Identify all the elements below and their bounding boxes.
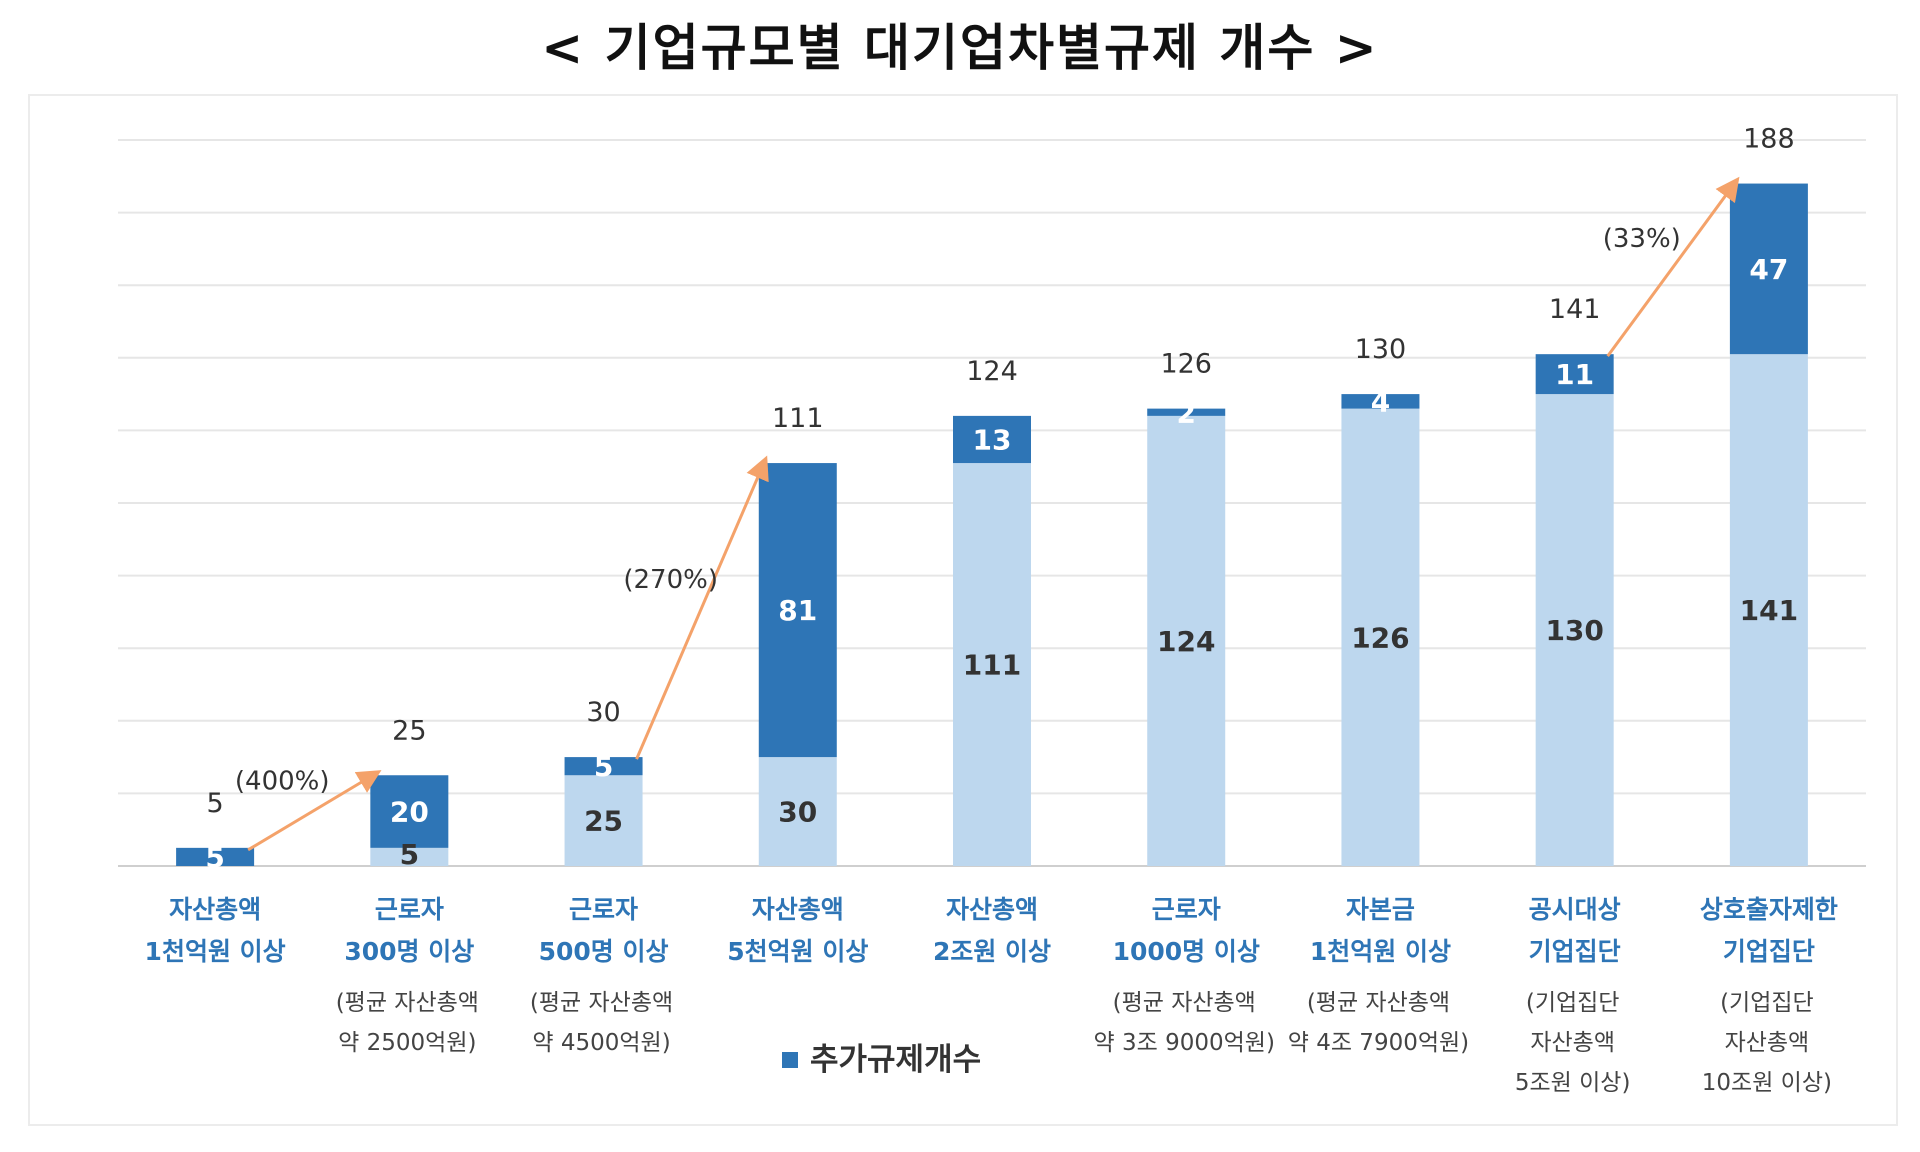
category-label: 기업집단: [1723, 937, 1815, 966]
bar-total-label: 5: [207, 788, 224, 819]
bar-added: [370, 775, 449, 848]
bar-total-label: 111: [772, 403, 824, 434]
bar-added: [953, 415, 1031, 464]
category-label: 1천억원 이상: [1310, 937, 1451, 966]
category-note: 약 3조 9000억원): [1094, 1030, 1275, 1056]
bar-base-label: 130: [1545, 614, 1603, 647]
chart-title: < 기업규모별 대기업차별규제 개수 >: [541, 19, 1379, 77]
bar-base-label: 5: [400, 838, 419, 871]
category-label: 근로자: [375, 895, 444, 924]
category-label: 근로자: [569, 895, 638, 924]
bar-added: [1147, 408, 1226, 416]
category-note: 10조원 이상): [1702, 1070, 1832, 1096]
category-label: 공시대상: [1529, 895, 1621, 924]
category-label: 근로자: [1152, 895, 1221, 924]
category-label: 2조원 이상: [933, 937, 1051, 966]
bar-base-label: 111: [963, 649, 1021, 682]
growth-label: (400%): [235, 767, 330, 797]
category-note: 5조원 이상): [1515, 1070, 1631, 1096]
bar-added-label: 13: [973, 423, 1012, 456]
category-note: (평균 자산총액: [1307, 990, 1450, 1016]
category-label: 자본금: [1346, 895, 1415, 924]
bar-base-label: 30: [778, 796, 817, 829]
bar-base: [953, 463, 1031, 866]
bar-added-label: 2: [1176, 396, 1195, 429]
bar-total-label: 126: [1160, 349, 1212, 380]
growth-arrow: [1606, 176, 1740, 358]
growth-label: (33%): [1603, 224, 1681, 254]
legend-label: 추가규제개수: [810, 1042, 982, 1078]
category-note: (기업집단: [1526, 990, 1620, 1016]
category-note: 자산총액: [1530, 1030, 1615, 1056]
category-note: (평균 자산총액: [336, 990, 479, 1016]
category-label: 자산총액: [752, 895, 844, 924]
bar-total-label: 188: [1743, 124, 1795, 155]
bar-base-label: 141: [1740, 594, 1798, 627]
bar-base: [1341, 408, 1420, 866]
growth-label: (270%): [623, 565, 718, 595]
category-note: (평균 자산총액: [1113, 990, 1256, 1016]
category-label: 기업집단: [1529, 937, 1621, 966]
growth-arrow: [635, 455, 769, 760]
bar-base: [1535, 394, 1614, 866]
bar-added: [1535, 354, 1614, 395]
category-label: 1천억원 이상: [145, 937, 286, 966]
bar-added-label: 4: [1371, 385, 1390, 418]
bar-base: [370, 847, 449, 866]
category-note: (평균 자산총액: [530, 990, 673, 1016]
category-label: 5천억원 이상: [727, 937, 868, 966]
category-label: 자산총액: [946, 895, 1038, 924]
bar-added: [758, 463, 837, 758]
bar-added-label: 11: [1555, 358, 1594, 391]
bar-base: [758, 757, 837, 866]
category-label: 300명 이상: [344, 937, 474, 966]
bar-total-label: 141: [1549, 294, 1601, 325]
bar-added-label: 47: [1749, 253, 1788, 286]
growth-arrow: [247, 770, 382, 852]
category-note: 약 4500억원): [532, 1030, 670, 1056]
bar-base-label: 25: [584, 805, 623, 838]
bar-added: [1729, 183, 1808, 355]
bar-added: [176, 847, 255, 866]
category-label: 자산총액: [169, 895, 261, 924]
bar-base-label: 126: [1351, 621, 1409, 654]
bar-base-label: 124: [1157, 625, 1215, 658]
category-note: (기업집단: [1720, 990, 1814, 1016]
bar-added: [564, 757, 643, 776]
bar-added-label: 5: [205, 841, 224, 874]
bar-total-label: 130: [1355, 334, 1407, 365]
category-note: 약 2500억원): [338, 1030, 476, 1056]
category-label: 500명 이상: [539, 937, 669, 966]
category-note: 자산총액: [1725, 1030, 1810, 1056]
category-label: 상호출자제한: [1700, 895, 1838, 924]
bar-base: [1147, 415, 1226, 866]
bar-total-label: 30: [586, 697, 620, 728]
category-note: 약 4조 7900억원): [1288, 1030, 1469, 1056]
bar-base: [1729, 354, 1808, 866]
bar-base: [564, 775, 643, 866]
bar-total-label: 25: [392, 715, 426, 746]
category-label: 1000명 이상: [1113, 937, 1260, 966]
legend: 추가규제개수: [782, 1034, 981, 1079]
bar-added: [1341, 394, 1420, 409]
legend-swatch: [782, 1051, 798, 1068]
bar-added-label: 20: [390, 796, 429, 829]
bar-added-label: 5: [594, 750, 613, 783]
bar-total-label: 124: [966, 356, 1018, 387]
bar-added-label: 81: [778, 594, 817, 627]
